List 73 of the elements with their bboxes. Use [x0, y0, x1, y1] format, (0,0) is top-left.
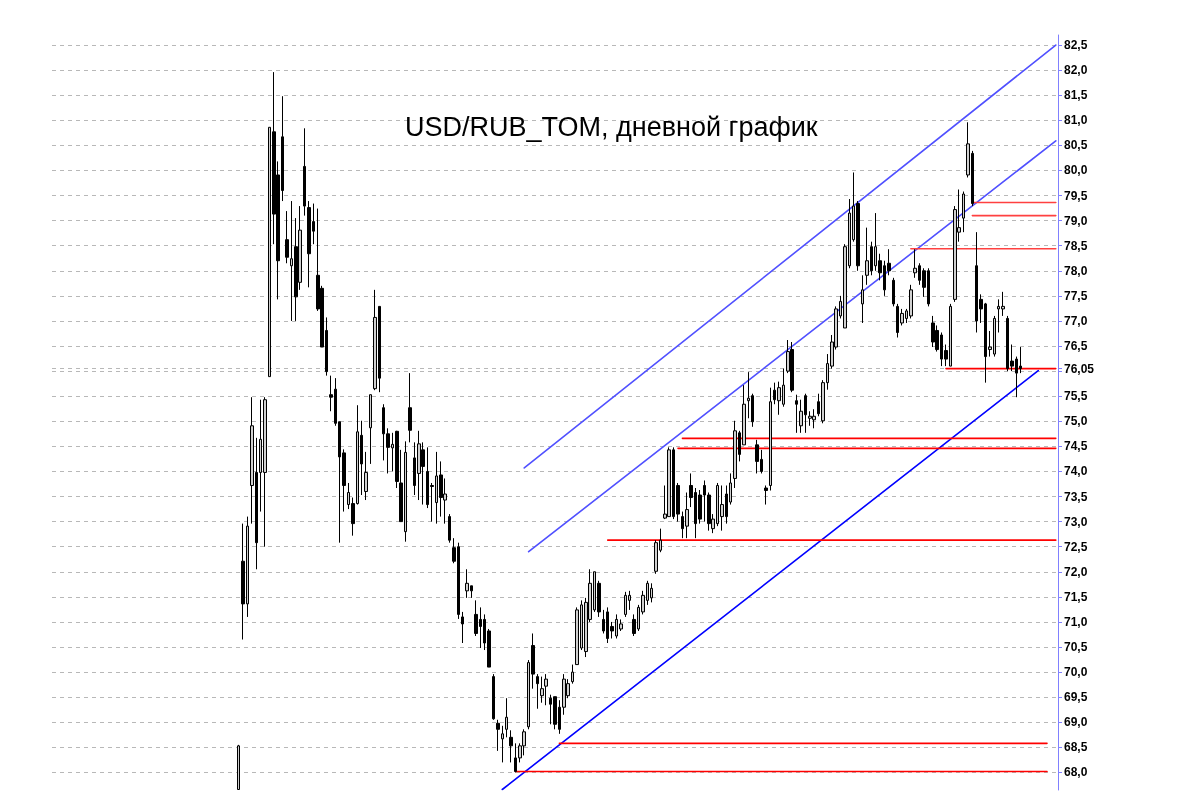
y-tick-label: 77,0	[1064, 313, 1088, 328]
candlestick	[909, 284, 913, 319]
candlestick	[448, 513, 451, 544]
candlestick	[865, 227, 869, 286]
candlestick	[892, 277, 895, 307]
candlestick	[650, 582, 653, 603]
candlestick	[544, 673, 548, 706]
candlestick	[303, 127, 306, 217]
candlestick	[812, 408, 816, 429]
y-tick-label: 76,5	[1064, 339, 1088, 354]
candlestick	[536, 673, 539, 710]
y-tick-label: 71,0	[1064, 614, 1088, 629]
y-tick-label: 82,0	[1064, 63, 1088, 78]
candlestick	[667, 446, 671, 518]
candlestick	[364, 451, 368, 501]
y-tick-label: 69,0	[1064, 715, 1088, 730]
candlestick	[465, 568, 469, 599]
candlestick	[764, 484, 768, 506]
candlestick	[505, 697, 508, 738]
y-tick-label: 79,0	[1064, 213, 1088, 228]
candlestick	[237, 744, 240, 790]
candlestick	[461, 611, 464, 644]
y-tick-label: 70,5	[1064, 640, 1088, 655]
candlestick	[501, 725, 504, 763]
y-tick-label: 72,0	[1064, 564, 1088, 579]
y-tick-label: 80,5	[1064, 138, 1088, 153]
candlestick	[720, 484, 724, 532]
y-tick-label: 74,0	[1064, 464, 1088, 479]
candlestick	[509, 729, 513, 763]
candlestick	[962, 191, 965, 233]
candlestick	[769, 387, 772, 492]
candlestick	[263, 396, 267, 548]
y-tick-label: 71,5	[1064, 589, 1088, 604]
candlestick	[685, 492, 689, 539]
candlestick	[755, 439, 759, 474]
candlestick	[571, 664, 574, 685]
y-tick-label: 81,0	[1064, 113, 1088, 128]
candlestick	[790, 341, 794, 393]
y-tick-label: 74,5	[1064, 439, 1088, 454]
y-tick-label: 73,0	[1064, 514, 1088, 529]
y-tick-label: 76,05	[1064, 361, 1095, 376]
candlestick	[861, 274, 864, 324]
candlestick	[624, 591, 627, 618]
candlestick	[285, 210, 289, 264]
candlestick	[408, 372, 412, 443]
candlestick	[369, 394, 372, 465]
candlestick	[373, 289, 377, 391]
candlestick	[492, 673, 495, 721]
candlestick	[540, 676, 544, 704]
candlestick	[931, 315, 935, 348]
y-tick-label: 75,5	[1064, 389, 1088, 404]
y-tick-label: 80,0	[1064, 163, 1088, 178]
candlestick	[733, 420, 737, 489]
y-tick-label: 78,5	[1064, 238, 1088, 253]
candlestick	[496, 719, 500, 752]
y-tick-label: 72,5	[1064, 539, 1088, 554]
candlestick	[553, 696, 557, 730]
y-tick-label: 70,0	[1064, 665, 1088, 680]
candlestick	[808, 410, 812, 427]
candlestick	[307, 200, 311, 288]
candlestick	[417, 430, 421, 501]
y-tick-label: 77,5	[1064, 288, 1088, 303]
y-tick-label: 73,5	[1064, 489, 1088, 504]
y-tick-label: 82,5	[1064, 38, 1088, 53]
candlestick	[795, 394, 798, 434]
y-tick-label: 68,0	[1064, 765, 1088, 780]
text: USD/RUB_TOM, дневной график	[405, 111, 818, 142]
y-tick-label: 75,0	[1064, 414, 1088, 429]
y-tick-label: 69,5	[1064, 690, 1088, 705]
y-tick-label: 81,5	[1064, 88, 1088, 103]
y-tick-label: 79,5	[1064, 188, 1088, 203]
y-tick-label: 78,0	[1064, 263, 1088, 278]
y-tick-label: 68,5	[1064, 740, 1088, 755]
